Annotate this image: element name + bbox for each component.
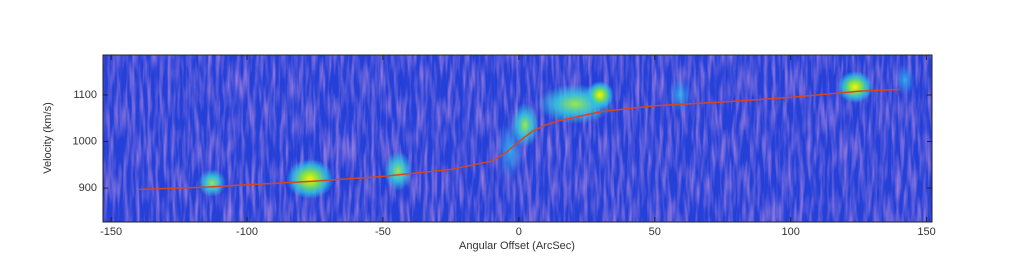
x-tick-label: 0 — [516, 226, 522, 238]
x-tick-label: -100 — [236, 226, 258, 238]
x-tick-label: 100 — [781, 226, 799, 238]
y-tick-label: 1100 — [73, 89, 97, 101]
y-axis-label: Velocity (km/s) — [42, 102, 54, 174]
x-tick-label: -150 — [100, 226, 122, 238]
x-tick-label: 150 — [917, 226, 935, 238]
plot-frame — [102, 54, 933, 223]
x-tick-label: 50 — [649, 226, 661, 238]
x-tick-label: -50 — [375, 226, 391, 238]
y-tick-label: 1000 — [73, 135, 97, 147]
intensity-map — [103, 55, 932, 222]
rotation-curve — [138, 88, 900, 191]
x-axis-label: Angular Offset (ArcSec) — [459, 240, 575, 252]
y-tick-label: 900 — [79, 182, 97, 194]
